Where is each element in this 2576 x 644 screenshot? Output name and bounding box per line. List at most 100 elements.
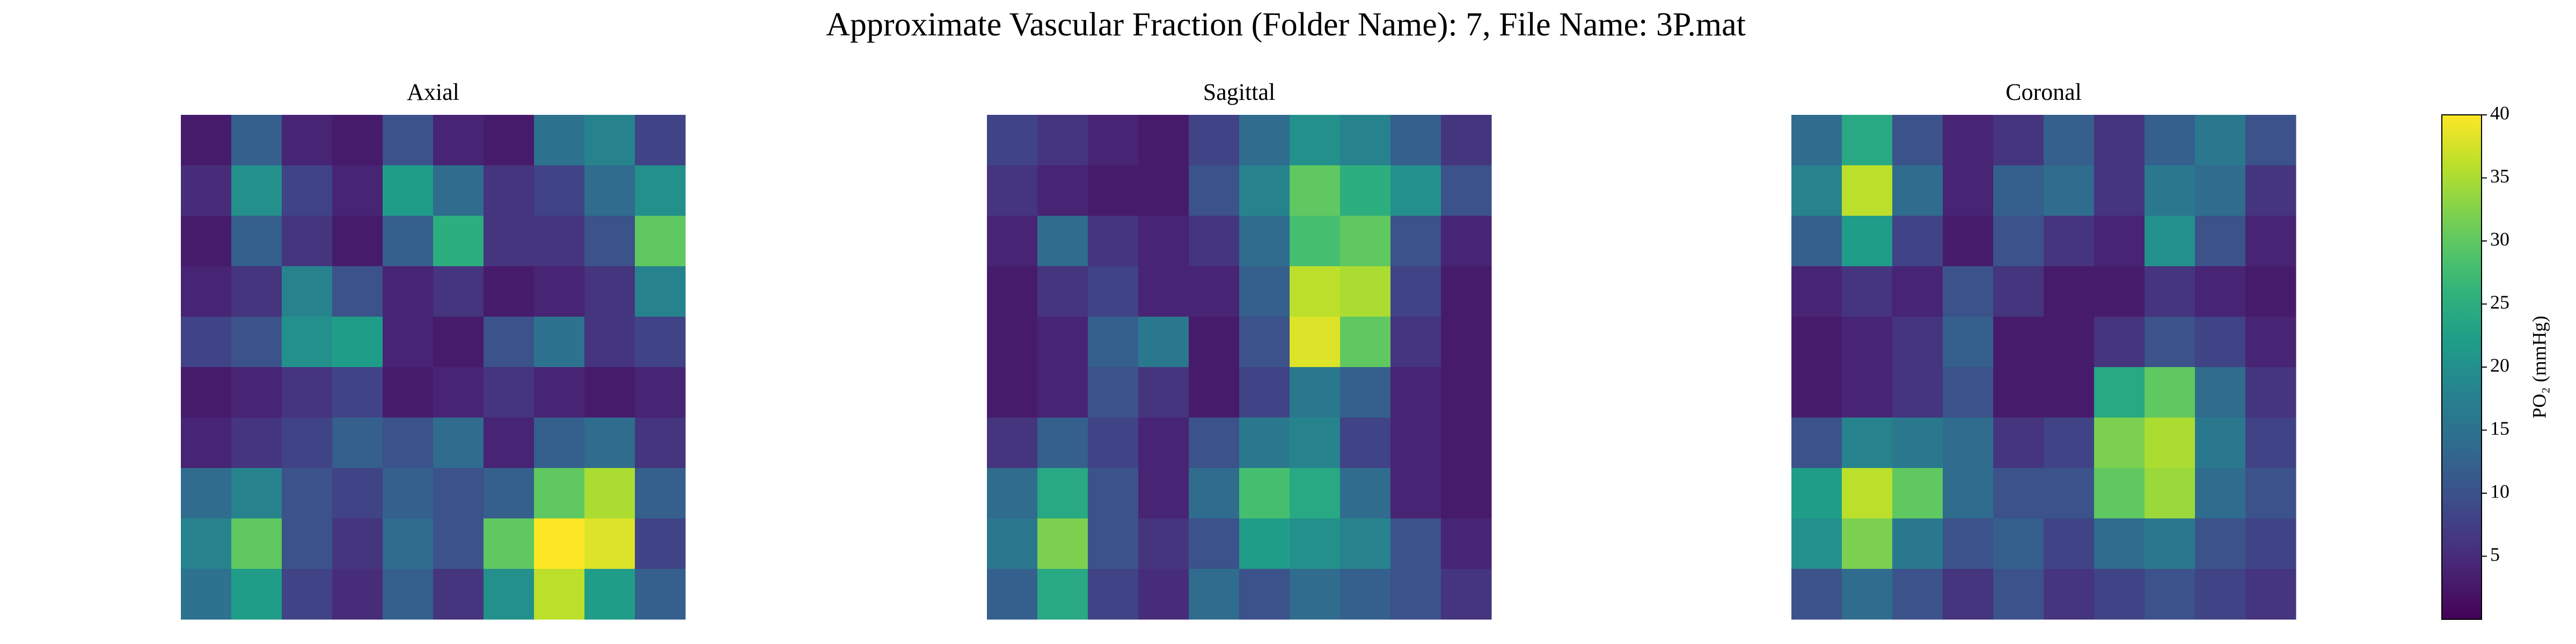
- heatmap-cell: [1791, 216, 1842, 267]
- heatmap-cell: [534, 367, 585, 418]
- heatmap-cell: [2245, 367, 2296, 418]
- heatmap-cell: [1993, 216, 2044, 267]
- heatmap-cell: [987, 266, 1038, 317]
- heatmap-cell: [231, 165, 282, 216]
- heatmap-cell: [1441, 367, 1492, 418]
- heatmap-cell: [1842, 216, 1893, 267]
- heatmap-cell: [2195, 569, 2246, 620]
- heatmap-cell: [1088, 317, 1139, 368]
- heatmap-cell: [1943, 317, 1994, 368]
- heatmap-cell: [2145, 569, 2196, 620]
- heatmap-cell: [2145, 418, 2196, 469]
- heatmap-cell: [534, 569, 585, 620]
- heatmap-cell: [584, 418, 635, 469]
- heatmap-cell: [433, 518, 484, 569]
- heatmap-cell: [584, 266, 635, 317]
- heatmap-cell: [2094, 266, 2145, 317]
- heatmap-cell: [1290, 418, 1341, 469]
- heatmap-cell: [332, 518, 383, 569]
- heatmap-cell: [1138, 518, 1189, 569]
- heatmap-cell: [1037, 367, 1088, 418]
- colorbar-tick-label: 10: [2490, 480, 2509, 502]
- colorbar: [2441, 114, 2482, 620]
- heatmap-cell: [282, 367, 333, 418]
- heatmap-cell: [1943, 115, 1994, 166]
- heatmap-cell: [332, 317, 383, 368]
- heatmap-cell: [1189, 569, 1240, 620]
- heatmap-cell: [1290, 266, 1341, 317]
- heatmap-cell: [1391, 165, 1441, 216]
- heatmap-cell: [332, 216, 383, 267]
- heatmap-cell: [2094, 367, 2145, 418]
- heatmap-cell: [2044, 518, 2095, 569]
- heatmap-cell: [2145, 468, 2196, 519]
- heatmap-cell: [635, 418, 686, 469]
- heatmap-cell: [987, 468, 1038, 519]
- colorbar-tick-label: 40: [2490, 102, 2509, 123]
- heatmap-cell: [282, 115, 333, 166]
- heatmap-cell: [231, 518, 282, 569]
- heatmap-cell: [2195, 115, 2246, 166]
- heatmap-cell: [635, 468, 686, 519]
- heatmap-cell: [383, 367, 434, 418]
- heatmap-cell: [1441, 468, 1492, 519]
- heatmap-cell: [1290, 165, 1341, 216]
- heatmap-cell: [181, 165, 232, 216]
- colorbar-label: PO₂ (mmHg): [2528, 316, 2550, 419]
- heatmap-cell: [1441, 418, 1492, 469]
- heatmap-cell: [2094, 468, 2145, 519]
- heatmap-cell: [635, 518, 686, 569]
- heatmap-cell: [1239, 569, 1290, 620]
- heatmap-cell: [1993, 569, 2044, 620]
- heatmap-cell: [1791, 367, 1842, 418]
- heatmap-cell: [282, 317, 333, 368]
- heatmap-cell: [2195, 518, 2246, 569]
- heatmap-cell: [282, 266, 333, 317]
- heatmap-cell: [1943, 418, 1994, 469]
- heatmap-cell: [1340, 468, 1391, 519]
- heatmap-cell: [1138, 418, 1189, 469]
- heatmap-cell: [1791, 266, 1842, 317]
- heatmap-cell: [1037, 266, 1088, 317]
- heatmap-cell: [332, 266, 383, 317]
- heatmap-cell: [1189, 317, 1240, 368]
- heatmap-cell: [231, 115, 282, 166]
- heatmap-cell: [1842, 418, 1893, 469]
- heatmap-cell: [584, 468, 635, 519]
- heatmap-cell: [2195, 418, 2246, 469]
- heatmap-cell: [282, 165, 333, 216]
- heatmap-cell: [1993, 468, 2044, 519]
- heatmap-cell: [1993, 165, 2044, 216]
- heatmap-cell: [1892, 216, 1943, 267]
- heatmap-cell: [1189, 518, 1240, 569]
- heatmap-cell: [584, 367, 635, 418]
- heatmap-cell: [2195, 165, 2246, 216]
- heatmap-cell: [1037, 115, 1088, 166]
- heatmap-cell: [1943, 468, 1994, 519]
- heatmap-cell: [1239, 165, 1290, 216]
- colorbar-tick-label: 5: [2490, 544, 2500, 565]
- heatmap-cell: [635, 367, 686, 418]
- heatmap-cell: [635, 266, 686, 317]
- heatmap-cell: [2044, 468, 2095, 519]
- heatmap-cell: [2195, 266, 2246, 317]
- heatmap-cell: [484, 569, 535, 620]
- heatmap-cell: [1842, 569, 1893, 620]
- heatmap-cell: [2094, 518, 2145, 569]
- heatmap-cell: [383, 518, 434, 569]
- heatmap-cell: [1441, 518, 1492, 569]
- heatmap-cell: [433, 418, 484, 469]
- colorbar-tick-label: 30: [2490, 228, 2509, 250]
- heatmap-cell: [383, 266, 434, 317]
- heatmap-cell: [2145, 317, 2196, 368]
- heatmap-cell: [231, 266, 282, 317]
- heatmap-cell: [1138, 266, 1189, 317]
- heatmap-cell: [2245, 569, 2296, 620]
- heatmap-cell: [1088, 569, 1139, 620]
- heatmap-cell: [1239, 266, 1290, 317]
- heatmap-cell: [1189, 115, 1240, 166]
- heatmap-cell: [1138, 317, 1189, 368]
- heatmap-cell: [1088, 115, 1139, 166]
- heatmap-cell: [1189, 216, 1240, 267]
- heatmap-cell: [1391, 518, 1441, 569]
